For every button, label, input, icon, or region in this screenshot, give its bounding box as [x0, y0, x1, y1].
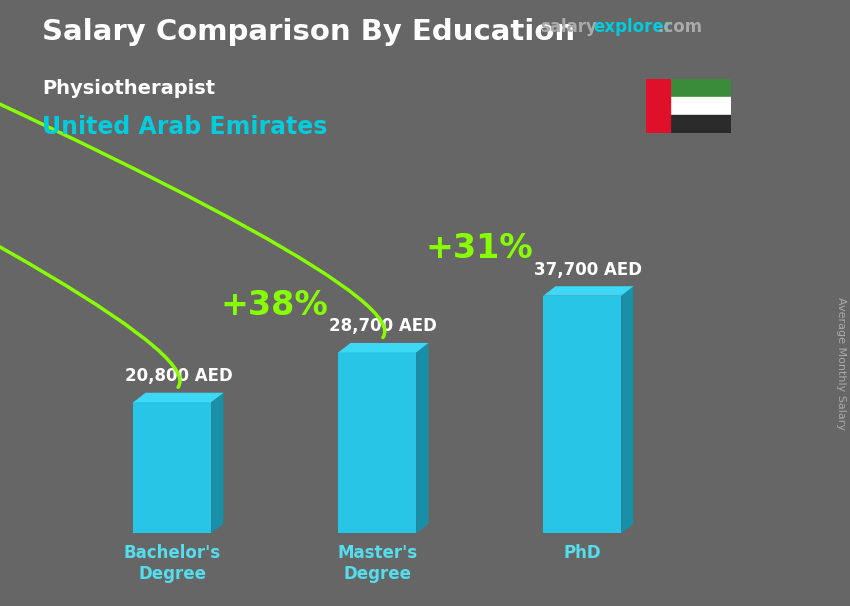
Text: Average Monthly Salary: Average Monthly Salary — [836, 297, 846, 430]
Polygon shape — [621, 286, 633, 533]
Text: +31%: +31% — [426, 232, 534, 265]
Text: +38%: +38% — [221, 288, 329, 322]
Polygon shape — [133, 393, 224, 402]
Polygon shape — [543, 296, 621, 533]
Polygon shape — [543, 286, 633, 296]
Text: 37,700 AED: 37,700 AED — [535, 261, 643, 279]
Text: 20,800 AED: 20,800 AED — [124, 367, 232, 385]
Bar — [646, 79, 731, 97]
Polygon shape — [338, 343, 428, 353]
Polygon shape — [133, 402, 211, 533]
Text: salary: salary — [540, 18, 597, 36]
Text: Physiotherapist: Physiotherapist — [42, 79, 216, 98]
Bar — [646, 97, 731, 115]
Text: .com: .com — [657, 18, 702, 36]
Bar — [646, 115, 731, 133]
Text: 28,700 AED: 28,700 AED — [330, 318, 438, 335]
Bar — [646, 79, 670, 133]
Polygon shape — [416, 343, 428, 533]
Text: explorer: explorer — [593, 18, 672, 36]
Text: United Arab Emirates: United Arab Emirates — [42, 115, 328, 139]
Polygon shape — [338, 353, 416, 533]
Text: Salary Comparison By Education: Salary Comparison By Education — [42, 18, 575, 46]
Polygon shape — [211, 393, 224, 533]
